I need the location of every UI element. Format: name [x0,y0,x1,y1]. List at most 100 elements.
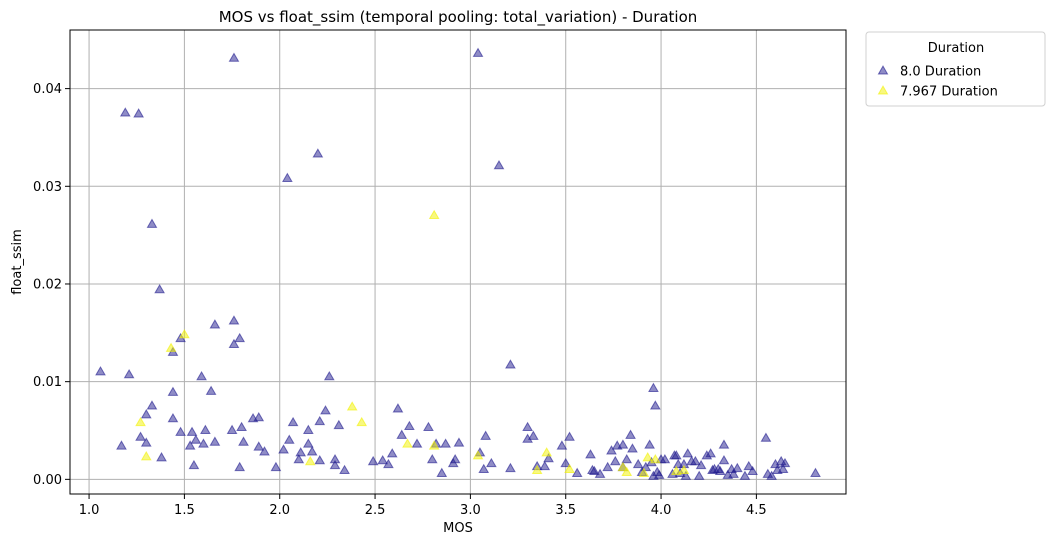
data-point [119,107,131,117]
grid-layer [70,30,846,494]
data-point [209,436,221,446]
data-point [396,429,408,439]
legend-marker [877,85,889,95]
data-point [571,467,583,477]
data-point [228,338,240,349]
data-point [253,441,265,451]
data-point [302,424,314,434]
data-point [426,453,438,464]
data-point [680,470,692,480]
data-point [779,457,791,468]
data-point [140,437,152,447]
data-point [625,429,636,439]
y-tick-label: 0.00 [33,473,62,488]
data-point [135,431,146,441]
data-point [486,457,497,468]
data-point [743,460,755,471]
data-point [283,434,295,444]
data-point [184,440,196,450]
x-tick-label: 1.5 [174,503,195,518]
data-point [175,426,186,436]
data-point [226,424,238,434]
data-point [505,359,516,369]
data-point [95,366,106,376]
data-point [678,464,690,475]
data-point [541,447,553,457]
data-point [146,400,158,410]
data-point [423,421,434,432]
data-point [453,437,465,447]
data-point [539,460,551,471]
data-point [556,440,568,450]
data-point [478,463,490,474]
data-point [116,440,127,450]
data-point [440,438,451,448]
data-point [659,453,671,464]
data-point [383,458,394,469]
data-point [728,468,739,478]
data-point [739,470,751,480]
data-point [333,419,345,430]
data-point [314,454,326,465]
x-axis-label: MOS [443,521,473,536]
data-point [404,420,415,431]
data-point [602,461,614,472]
data-point [165,342,177,352]
data-point [588,465,600,475]
legend-box [865,31,1046,107]
data-point [356,416,368,427]
legend-marker [877,65,889,75]
data-point [480,430,492,440]
data-point [320,405,331,415]
data-point [747,465,758,475]
data-point [632,458,644,469]
data-point [436,467,448,477]
data-point [329,453,341,464]
data-point [196,370,207,381]
data-point [234,332,246,343]
chart-title: MOS vs float_ssim (temporal pooling: tot… [219,8,698,27]
data-point [281,172,293,182]
legend-label: 8.0 Duration [900,65,981,80]
data-point [777,463,789,474]
data-point [522,421,533,432]
data-point [140,451,152,461]
data-point [609,455,621,466]
data-point [253,411,265,422]
data-point [644,439,655,449]
data-point [377,454,389,465]
series-1 [135,209,690,477]
data-point [133,108,145,118]
legend-title: Duration [928,41,984,56]
data-point [198,438,209,448]
data-point [527,430,539,440]
data-point [718,454,730,465]
data-point [287,416,299,427]
data-point [411,438,423,448]
data-point [617,439,629,449]
data-point [564,463,575,474]
data-point [649,453,661,464]
data-point [312,148,324,158]
x-tick-label: 4.5 [746,503,767,518]
data-point [493,159,505,170]
data-point [627,443,638,453]
data-point [339,464,350,475]
plot-frame [69,29,847,495]
y-axis: 0.00 0.01 0.02 0.03 0.04 [33,82,70,488]
data-point [236,421,247,432]
data-point [167,412,179,423]
x-tick-label: 4.0 [651,503,672,518]
data-point [392,403,404,413]
data-point [234,461,246,472]
data-point [209,319,221,329]
data-point [653,469,665,479]
data-point [731,462,743,473]
x-tick-label: 2.0 [269,503,290,518]
data-point [693,470,705,480]
legend: Duration 8.0 Duration 7.967 Duration [865,31,1046,107]
data-point [505,462,516,473]
data-point [293,453,305,464]
data-point [428,209,440,220]
